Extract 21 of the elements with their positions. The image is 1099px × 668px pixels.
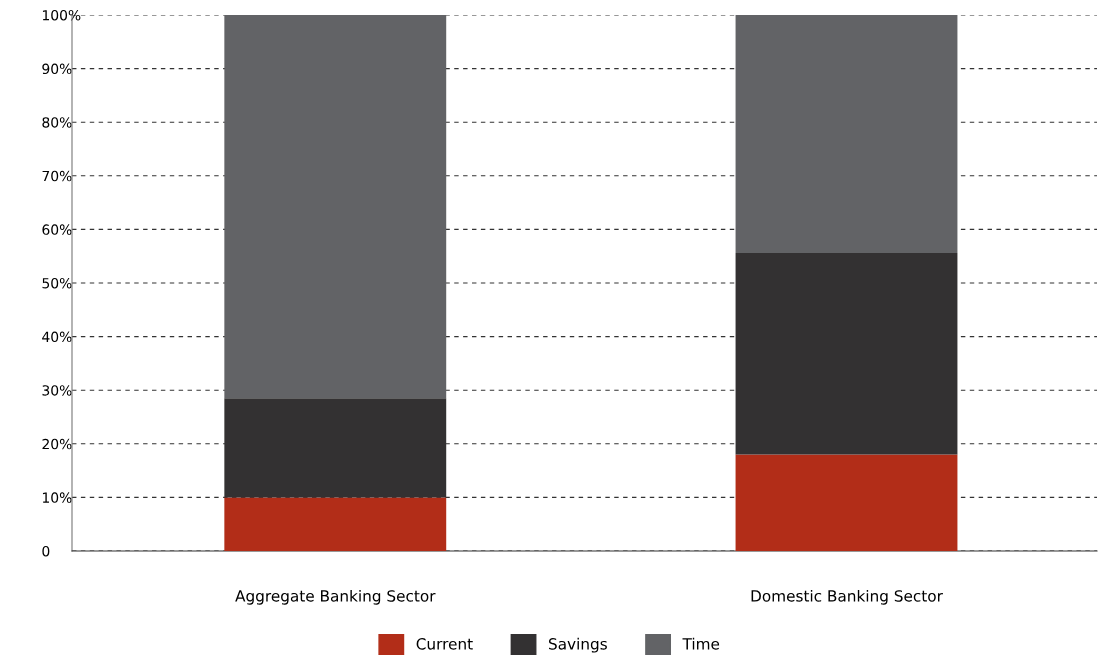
- y-tick-label: 80%: [42, 117, 72, 128]
- bar: [224, 398, 447, 498]
- x-tick-label: Domestic Banking Sector: [751, 589, 943, 605]
- legend-label: Time: [682, 637, 720, 650]
- y-tick-label: 10%: [42, 492, 72, 503]
- y-tick-label: 60%: [42, 224, 72, 235]
- y-tick-label: 50%: [42, 277, 72, 289]
- y-tick-label: 20%: [42, 438, 72, 450]
- y-tick-label: 40%: [42, 331, 72, 343]
- bar: [224, 497, 447, 551]
- y-tick-label: 30%: [42, 385, 72, 396]
- y-tick-label: 100%: [42, 9, 81, 21]
- bar: [735, 454, 958, 551]
- y-tick-label: 0: [42, 545, 50, 557]
- legend-label: Current: [416, 638, 473, 650]
- y-tick-label: 90%: [42, 63, 72, 75]
- bar: [224, 15, 447, 399]
- bar: [735, 15, 958, 253]
- y-tick-label: 70%: [42, 170, 72, 182]
- x-tick-label: Aggregate Banking Sector: [235, 589, 436, 605]
- legend-label: Savings: [548, 637, 607, 653]
